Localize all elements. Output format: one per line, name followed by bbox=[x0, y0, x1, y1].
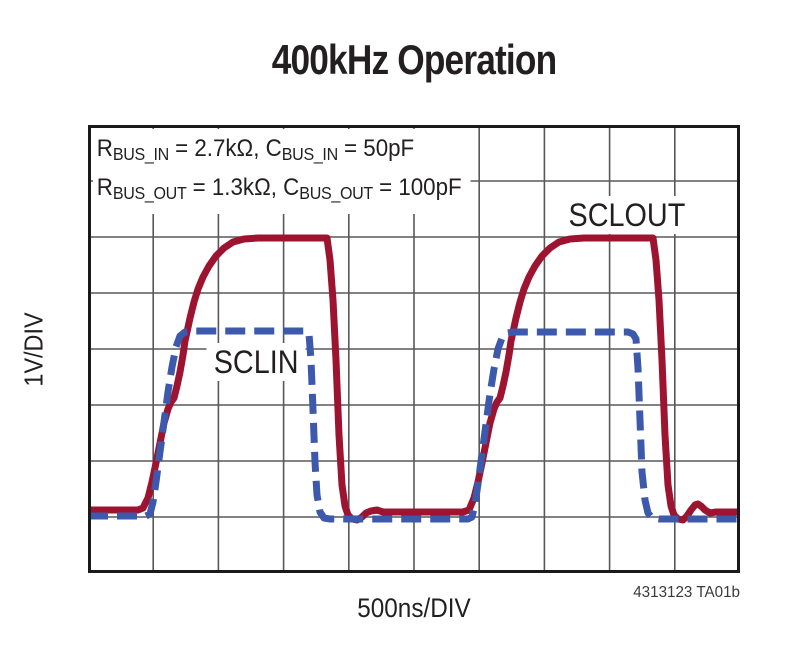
plot-area: RBUS_IN = 2.7kΩ, CBUS_IN = 50pF RBUS_OUT… bbox=[88, 125, 740, 573]
chart-title: 400kHz Operation bbox=[271, 36, 557, 83]
param-text: C bbox=[283, 173, 300, 201]
y-axis-label-text: 1V/DIV bbox=[18, 311, 49, 387]
param-text: R bbox=[96, 135, 113, 162]
param-text: = 2.7kΩ, bbox=[168, 135, 266, 162]
param-text: R bbox=[96, 173, 113, 201]
param-subscript: BUS_OUT bbox=[112, 182, 187, 203]
param-text: = 100pF bbox=[372, 173, 462, 201]
sclin-label: SCLIN bbox=[206, 343, 306, 381]
figure-code: 4313123 TA01b bbox=[633, 584, 740, 601]
sclin-trace bbox=[88, 327, 740, 523]
test-conditions: RBUS_IN = 2.7kΩ, CBUS_IN = 50pF RBUS_OUT… bbox=[93, 129, 471, 214]
param-text: = 1.3kΩ, bbox=[186, 173, 284, 201]
scope-svg bbox=[88, 125, 740, 573]
param-subscript: BUS_IN bbox=[112, 143, 169, 164]
param-subscript: BUS_OUT bbox=[299, 182, 373, 203]
condition-line-2: RBUS_OUT = 1.3kΩ, CBUS_OUT = 100pF bbox=[97, 171, 462, 210]
param-subscript: BUS_IN bbox=[281, 143, 338, 164]
sclout-trace bbox=[88, 234, 740, 524]
condition-line-1: RBUS_IN = 2.7kΩ, CBUS_IN = 50pF bbox=[97, 132, 462, 171]
y-axis-label: 1V/DIV bbox=[12, 125, 56, 573]
sclout-label: SCLOUT bbox=[561, 196, 693, 234]
param-text: = 50pF bbox=[337, 135, 415, 162]
x-axis-label: 500ns/DIV bbox=[357, 593, 471, 623]
param-text: C bbox=[265, 135, 282, 162]
plot-border bbox=[88, 125, 740, 573]
